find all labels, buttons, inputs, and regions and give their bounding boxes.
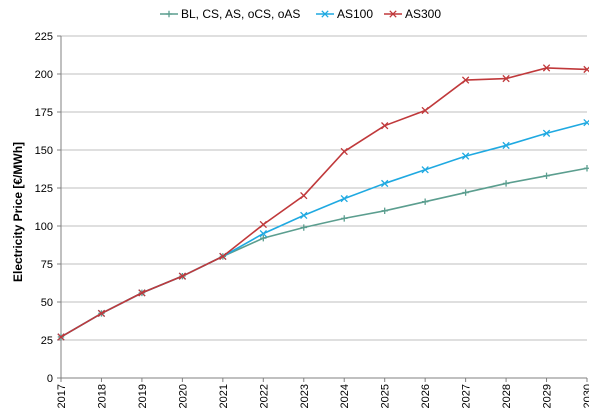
legend-label: AS300 bbox=[405, 7, 441, 21]
x-tick-label: 2028 bbox=[501, 384, 513, 408]
x-tick-label: 2025 bbox=[380, 384, 392, 408]
axes bbox=[57, 35, 588, 382]
y-tick-labels: 0 25 50 75 100 125 150 175 200 225 bbox=[35, 31, 53, 385]
data-point bbox=[542, 129, 551, 137]
legend-item: AS100 bbox=[316, 7, 373, 21]
data-point bbox=[341, 215, 348, 222]
x-tick-labels: 2017 2018 2019 2020 2021 2022 2023 2024 2025 2026… bbox=[56, 384, 589, 408]
y-tick-label: 225 bbox=[35, 31, 53, 43]
data-point bbox=[340, 147, 348, 156]
data-point bbox=[542, 64, 551, 72]
x-tick-label: 2027 bbox=[461, 384, 473, 408]
x-tick-label: 2029 bbox=[542, 384, 554, 408]
y-tick-label: 175 bbox=[35, 107, 53, 119]
y-tick-label: 25 bbox=[41, 335, 53, 347]
data-point bbox=[421, 106, 429, 115]
legend: BL, CS, AS, oCS, oAS AS100 AS300 bbox=[160, 7, 441, 21]
gridlines bbox=[61, 35, 587, 341]
data-point bbox=[583, 165, 589, 172]
data-point bbox=[381, 207, 388, 214]
legend-item: AS300 bbox=[384, 7, 441, 21]
x-tick-label: 2023 bbox=[299, 384, 311, 408]
x-tick-label: 2030 bbox=[582, 384, 589, 408]
x-tick-label: 2020 bbox=[177, 384, 189, 408]
legend-item: BL, CS, AS, oCS, oAS bbox=[160, 7, 300, 21]
y-tick-label: 75 bbox=[41, 259, 53, 271]
series-line bbox=[60, 67, 588, 338]
legend-label: AS100 bbox=[337, 7, 373, 21]
series-2 bbox=[57, 64, 589, 341]
legend-marker bbox=[389, 10, 397, 18]
legend-label: BL, CS, AS, oCS, oAS bbox=[181, 7, 300, 21]
y-tick-label: 50 bbox=[41, 297, 53, 309]
data-point bbox=[461, 76, 470, 84]
data-point bbox=[583, 118, 589, 127]
data-point bbox=[381, 122, 389, 130]
y-tick-label: 150 bbox=[35, 145, 53, 157]
data-point bbox=[583, 65, 589, 74]
series-line bbox=[60, 121, 588, 338]
data-point bbox=[421, 198, 429, 205]
data-point bbox=[502, 74, 510, 83]
x-tick-label: 2024 bbox=[339, 384, 351, 408]
data-point bbox=[97, 309, 106, 318]
data-point bbox=[300, 224, 307, 231]
legend-marker bbox=[321, 10, 329, 18]
data-point bbox=[259, 229, 267, 238]
series-lines bbox=[57, 64, 589, 341]
data-point bbox=[502, 141, 510, 150]
legend-marker bbox=[165, 10, 173, 18]
data-point bbox=[543, 172, 550, 180]
data-point bbox=[138, 289, 146, 297]
y-axis-label: Electricity Price [€/MWh] bbox=[11, 142, 25, 282]
data-point bbox=[462, 189, 469, 196]
data-point bbox=[421, 166, 429, 174]
series-1 bbox=[57, 118, 589, 341]
x-tick-label: 2021 bbox=[218, 384, 230, 408]
y-tick-label: 0 bbox=[47, 373, 53, 385]
x-tick-label: 2017 bbox=[56, 384, 68, 408]
x-tick-label: 2018 bbox=[96, 384, 108, 408]
data-point bbox=[502, 180, 510, 187]
x-tick-label: 2019 bbox=[137, 384, 149, 408]
series-0 bbox=[57, 165, 589, 341]
data-point bbox=[461, 152, 470, 160]
data-point bbox=[219, 252, 227, 261]
x-tick-label: 2026 bbox=[420, 384, 432, 408]
data-point bbox=[178, 272, 187, 280]
data-point bbox=[300, 211, 308, 220]
y-tick-label: 125 bbox=[35, 183, 53, 195]
data-point bbox=[57, 333, 65, 341]
series-line bbox=[60, 167, 588, 338]
data-point bbox=[340, 194, 348, 203]
y-tick-label: 100 bbox=[35, 221, 53, 233]
data-point bbox=[300, 191, 308, 200]
y-tick-label: 200 bbox=[35, 69, 53, 81]
data-point bbox=[381, 179, 389, 188]
data-point bbox=[259, 220, 267, 229]
x-tick-label: 2022 bbox=[258, 384, 270, 408]
data-point bbox=[260, 234, 267, 242]
